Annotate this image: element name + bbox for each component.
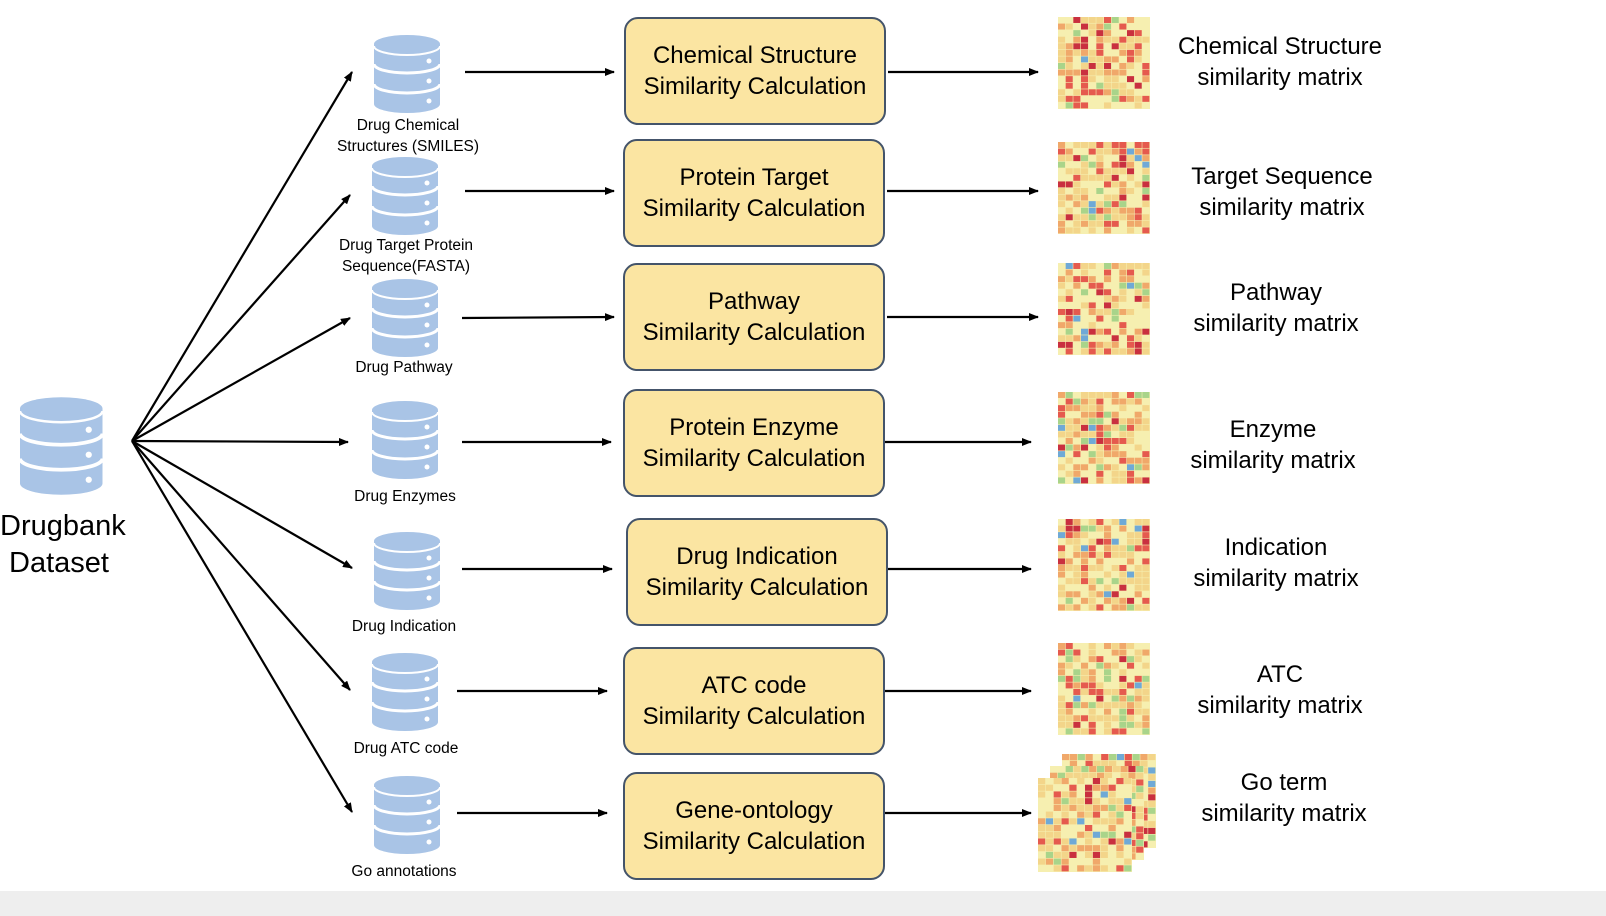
arrow-source-to-process-pathway (461, 313, 615, 322)
process-line1: Drug Indication (676, 543, 838, 570)
database-icon-indication (372, 530, 442, 612)
database-icon-atc (370, 651, 440, 733)
similarity-matrix-heatmap-pathway (1058, 263, 1150, 355)
output-line1: Pathway (1229, 279, 1323, 306)
similarity-matrix-heatmap-enzyme (1058, 392, 1150, 484)
drugbank-dataset-label: Drugbank Dataset (0, 508, 126, 582)
process-line2: Similarity Calculation (642, 828, 866, 855)
output-line1: ATC (1256, 661, 1304, 688)
output-line1: Target Sequence (1191, 163, 1373, 190)
output-line1: Chemical Structure (1177, 33, 1383, 60)
output-line2: similarity matrix (1201, 800, 1367, 827)
output-line2: similarity matrix (1197, 692, 1363, 719)
process-box-chemical: Chemical Structure Similarity Calculatio… (624, 17, 886, 125)
output-line2: similarity matrix (1197, 64, 1363, 91)
process-line2: Similarity Calculation (642, 703, 866, 730)
process-box-pathway: Pathway Similarity Calculation (623, 263, 885, 371)
icons-layer (18, 33, 442, 856)
output-label-chemical: Chemical Structure similarity matrix (1150, 31, 1410, 93)
source-label-go: Go annotations (304, 861, 504, 882)
database-icon-chemical (372, 33, 442, 115)
process-line2: Similarity Calculation (642, 445, 866, 472)
process-line1: Protein Enzyme (669, 414, 839, 441)
arrow-dataset-to-pathway (131, 317, 351, 442)
source-label-pathway: Drug Pathway (304, 357, 504, 378)
source-label-line1: Drug Pathway (355, 359, 453, 376)
process-box-enzyme: Protein Enzyme Similarity Calculation (623, 389, 885, 497)
drugbank-label-line1: Drugbank (0, 510, 126, 542)
output-line1: Enzyme (1229, 416, 1317, 443)
arrow-dataset-to-go (131, 440, 353, 813)
process-box-atc: ATC code Similarity Calculation (623, 647, 885, 755)
process-box-target: Protein Target Similarity Calculation (623, 139, 885, 247)
output-label-enzyme: Enzyme similarity matrix (1143, 414, 1403, 476)
arrows-layer (131, 68, 1039, 817)
similarity-matrix-heatmap-chemical (1058, 17, 1150, 109)
database-icon-enzyme (370, 399, 440, 481)
process-line2: Similarity Calculation (643, 73, 867, 100)
similarity-matrix-heatmap-atc (1058, 643, 1150, 735)
bottom-strip (0, 891, 1606, 916)
source-label-line1: Go annotations (351, 863, 457, 880)
source-label-line2: Sequence(FASTA) (341, 258, 471, 275)
similarity-matrix-heatmap-target (1058, 142, 1150, 234)
process-line1: Gene-ontology (675, 797, 833, 824)
output-line1: Indication (1224, 534, 1328, 561)
output-line2: similarity matrix (1190, 447, 1356, 474)
output-line1: Go term (1240, 769, 1328, 796)
source-label-atc: Drug ATC code (306, 738, 506, 759)
drugbank-label-line2: Dataset (9, 547, 109, 579)
arrow-dataset-to-chemical (131, 71, 353, 442)
source-label-line1: Drug Chemical (356, 117, 460, 134)
source-label-target: Drug Target Protein Sequence(FASTA) (306, 235, 506, 277)
output-label-go: Go term similarity matrix (1154, 767, 1414, 829)
arrow-dataset-to-enzyme (131, 437, 349, 446)
process-box-go: Gene-ontology Similarity Calculation (623, 772, 885, 880)
process-line1: Pathway (707, 288, 801, 315)
arrow-dataset-to-indication (131, 440, 353, 569)
output-label-atc: ATC similarity matrix (1150, 659, 1410, 721)
arrow-dataset-to-target (131, 194, 351, 442)
heatmap-layer (1038, 17, 1156, 872)
source-label-line2: Structures (SMILES) (336, 138, 480, 155)
database-icon-pathway (370, 277, 440, 359)
source-label-line1: Drug Target Protein (338, 237, 474, 254)
output-line2: similarity matrix (1199, 194, 1365, 221)
similarity-matrix-heatmap-go (1038, 778, 1132, 872)
database-icon-target (370, 155, 440, 237)
source-label-chemical: Drug Chemical Structures (SMILES) (308, 115, 508, 157)
drugbank-database-icon (18, 395, 105, 497)
process-line1: ATC code (701, 672, 807, 699)
arrow-dataset-to-atc (131, 440, 351, 691)
output-line2: similarity matrix (1193, 565, 1359, 592)
process-line2: Similarity Calculation (642, 319, 866, 346)
output-label-target: Target Sequence similarity matrix (1152, 161, 1412, 223)
process-line2: Similarity Calculation (642, 195, 866, 222)
process-line1: Protein Target (679, 164, 829, 191)
database-icon-go (372, 774, 442, 856)
process-box-indication: Drug Indication Similarity Calculation (626, 518, 888, 626)
source-label-line1: Drug Enzymes (354, 488, 456, 505)
process-line1: Chemical Structure (652, 42, 858, 69)
similarity-matrix-heatmap-indication (1058, 519, 1150, 611)
source-label-indication: Drug Indication (304, 616, 504, 637)
output-line2: similarity matrix (1193, 310, 1359, 337)
output-label-indication: Indication similarity matrix (1146, 532, 1406, 594)
source-label-line1: Drug ATC code (353, 740, 459, 757)
output-label-pathway: Pathway similarity matrix (1146, 277, 1406, 339)
source-label-line1: Drug Indication (351, 618, 457, 635)
process-line2: Similarity Calculation (645, 574, 869, 601)
source-label-enzyme: Drug Enzymes (305, 486, 505, 507)
